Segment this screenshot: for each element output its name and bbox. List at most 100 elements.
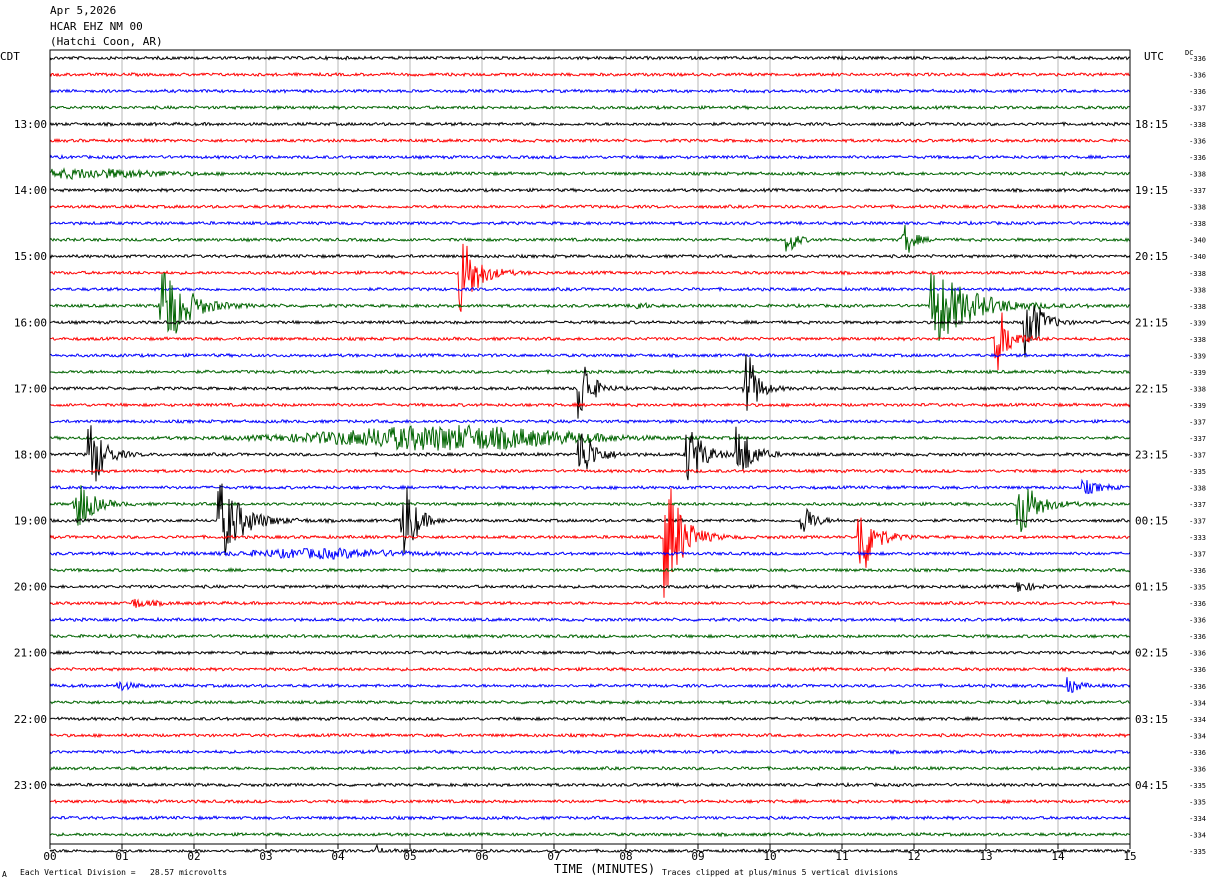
dc-offset-label: -337 [1189,435,1206,443]
left-hour-label: 18:00 [14,448,47,461]
trace-row [49,153,1131,160]
dc-offset-label: -337 [1189,551,1206,559]
right-timezone: UTC [1144,50,1164,63]
trace-row [49,354,1131,419]
dc-offset-label: -336 [1189,683,1206,691]
dc-offset-label: -337 [1189,187,1206,195]
dc-offset-label: -337 [1189,105,1206,113]
dc-offset-label: -338 [1189,303,1206,311]
x-tick-label: 15 [1123,850,1136,863]
left-timezone: CDT [0,50,20,63]
trace-row [49,666,1131,673]
dc-offset-label: -336 [1189,600,1206,608]
trace-row [49,483,1131,556]
dc-offset-label: -336 [1189,617,1206,625]
seismic-traces [49,54,1131,854]
dc-offset-label: -336 [1189,633,1206,641]
dc-offset-label: -337 [1189,451,1206,459]
right-hour-label: 00:15 [1135,515,1168,528]
x-tick-label: 01 [115,850,128,863]
trace-row [49,677,1131,694]
trace-row [49,781,1131,788]
trace-row [49,843,1131,854]
hour-labels: 13:00 18:15 14:00 19:15 15:00 20:15 16:00 21:15… [14,118,1168,792]
dc-offset-label: -333 [1189,534,1206,542]
trace-row [49,121,1131,128]
x-tick-label: 09 [691,850,704,863]
trace-row [49,699,1131,706]
trace-row [49,616,1131,623]
dc-offset-label: -340 [1189,237,1206,245]
trace-row [49,167,1131,181]
dc-offset-label: -340 [1189,253,1206,261]
dc-offset-label: -335 [1189,798,1206,806]
left-hour-label: 16:00 [14,316,47,329]
right-hour-label: 02:15 [1135,647,1168,660]
dc-offset-label: -336 [1189,55,1206,63]
right-hour-label: 21:15 [1135,316,1168,329]
trace-row [49,831,1131,838]
left-hour-label: 19:00 [14,515,47,528]
trace-row [49,401,1131,408]
trace-row [49,137,1131,144]
trace-row [49,567,1131,574]
dc-offset-label: -337 [1189,418,1206,426]
dc-offset-label: -336 [1189,567,1206,575]
trace-row [49,765,1131,772]
corner-mark: A [2,870,7,879]
trace-row [49,418,1131,425]
dc-offset-label: -338 [1189,121,1206,129]
trace-row [49,286,1131,293]
trace-row [49,71,1131,78]
x-tick-label: 12 [907,850,920,863]
trace-row [49,425,1131,482]
left-hour-label: 22:00 [14,713,47,726]
dc-offset-label: -336 [1189,138,1206,146]
trace-row [49,187,1131,194]
trace-row [49,368,1131,375]
x-axis: 00 01 02 03 04 05 06 07 08 09 10 11 12 13 14 15 [43,844,1137,863]
trace-row [49,547,1131,560]
dc-offset-label: -335 [1189,782,1206,790]
trace-row [50,633,1131,640]
dc-offset-label: -337 [1189,518,1206,526]
right-hour-label: 04:15 [1135,779,1168,792]
trace-row [50,312,1131,371]
dc-offset-label: -334 [1189,699,1206,707]
x-tick-label: 04 [331,850,345,863]
trace-row [49,424,1131,451]
dc-offset-label: -338 [1189,270,1206,278]
dc-offset-label: -338 [1189,286,1206,294]
trace-row [49,478,1131,495]
dc-offset-label: -334 [1189,716,1206,724]
trace-row [49,488,1130,598]
dc-offset-label: -338 [1189,171,1206,179]
division-note: Each Vertical Division = 28.57 microvolt… [20,868,228,877]
dc-offset-labels: -336 -336 -336 -337 -338 -336 -336 -338 -337 -338… [1189,55,1206,856]
x-tick-label: 06 [475,850,488,863]
header-location: (Hatchi Coon, AR) [50,35,163,48]
trace-row [49,88,1131,94]
trace-row [49,649,1131,656]
clip-note: Traces clipped at plus/minus 5 vertical … [662,868,899,877]
x-tick-label: 02 [187,850,200,863]
trace-row [49,54,1131,61]
x-tick-label: 03 [259,850,272,863]
dc-offset-label: -334 [1189,732,1206,740]
x-tick-label: 00 [43,850,56,863]
trace-row [49,253,1131,260]
trace-row [49,485,1131,533]
dc-offset-label: -338 [1189,336,1206,344]
trace-row [49,272,1131,341]
trace-row [49,815,1131,821]
trace-row [49,224,1131,253]
dc-offset-label: -336 [1189,72,1206,80]
trace-row [49,598,1131,608]
header-date: Apr 5,2026 [50,4,117,17]
dc-offset-label: -338 [1189,220,1206,228]
x-tick-label: 13 [979,850,992,863]
left-hour-label: 13:00 [14,118,47,131]
dc-header: DC [1185,49,1194,57]
dc-offset-label: -337 [1189,501,1206,509]
dc-offset-label: -339 [1189,402,1206,410]
